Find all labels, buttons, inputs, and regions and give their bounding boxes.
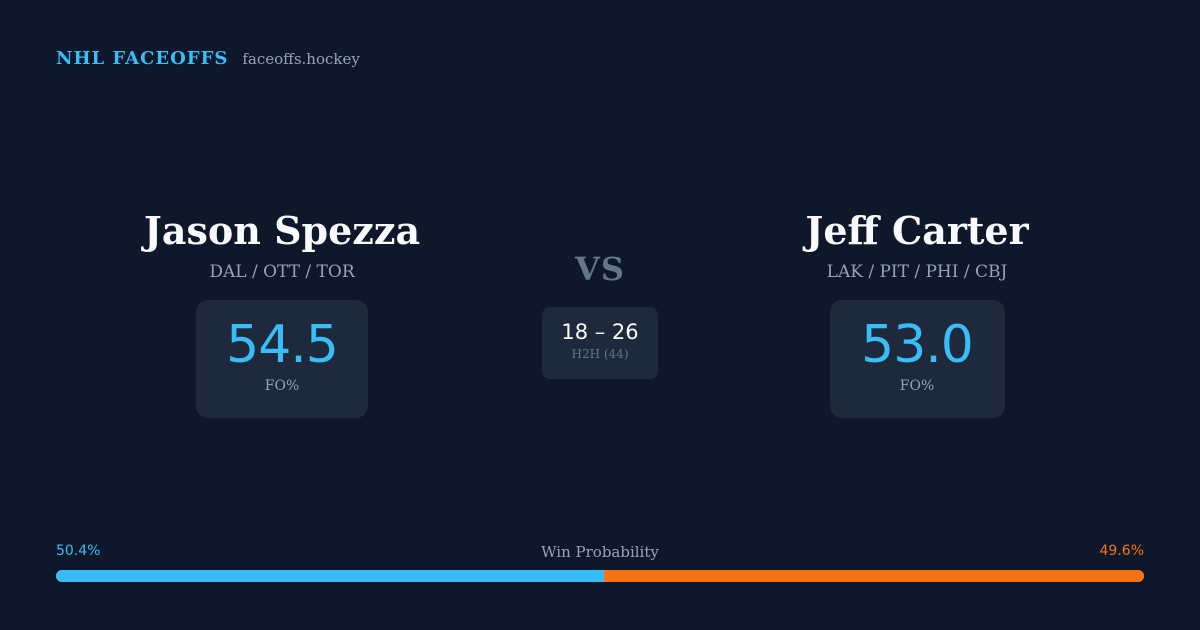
player-name: Jeff Carter — [805, 208, 1029, 253]
player-name: Jason Spezza — [143, 208, 421, 253]
win-probability-bar — [56, 570, 1144, 582]
brand-header: NHL FACEOFFS faceoffs.hockey — [56, 48, 360, 69]
win-probability-header: 50.4% Win Probability 49.6% — [56, 543, 1144, 563]
brand-site: faceoffs.hockey — [242, 50, 360, 68]
head-to-head-card: 18 – 26 H2H (44) — [542, 307, 658, 379]
faceoff-percentage-value: 53.0 — [861, 315, 974, 375]
faceoff-stat-card: 53.0 FO% — [829, 300, 1005, 418]
player-left: Jason Spezza DAL / OTT / TOR 54.5 FO% — [72, 206, 492, 418]
faceoff-percentage-label: FO% — [899, 378, 935, 394]
win-probability-bar-left-segment — [56, 570, 605, 582]
brand-title: NHL FACEOFFS — [56, 48, 229, 69]
player-teams: LAK / PIT / PHI / CBJ — [826, 262, 1008, 282]
faceoff-stat-card: 54.5 FO% — [196, 300, 368, 418]
win-probability-title: Win Probability — [541, 543, 659, 561]
win-probability-right-value: 49.6% — [1099, 543, 1144, 559]
player-right: Jeff Carter LAK / PIT / PHI / CBJ 53.0 F… — [707, 206, 1127, 418]
head-to-head-label: H2H (44) — [571, 347, 629, 361]
faceoff-percentage-label: FO% — [264, 378, 300, 394]
player-teams: DAL / OTT / TOR — [209, 262, 355, 282]
win-probability-left-value: 50.4% — [56, 543, 101, 559]
win-probability-bar-right-segment — [604, 570, 1144, 582]
versus-label: VS — [575, 250, 625, 288]
faceoff-percentage-value: 54.5 — [226, 315, 339, 375]
head-to-head-score: 18 – 26 — [561, 320, 639, 344]
